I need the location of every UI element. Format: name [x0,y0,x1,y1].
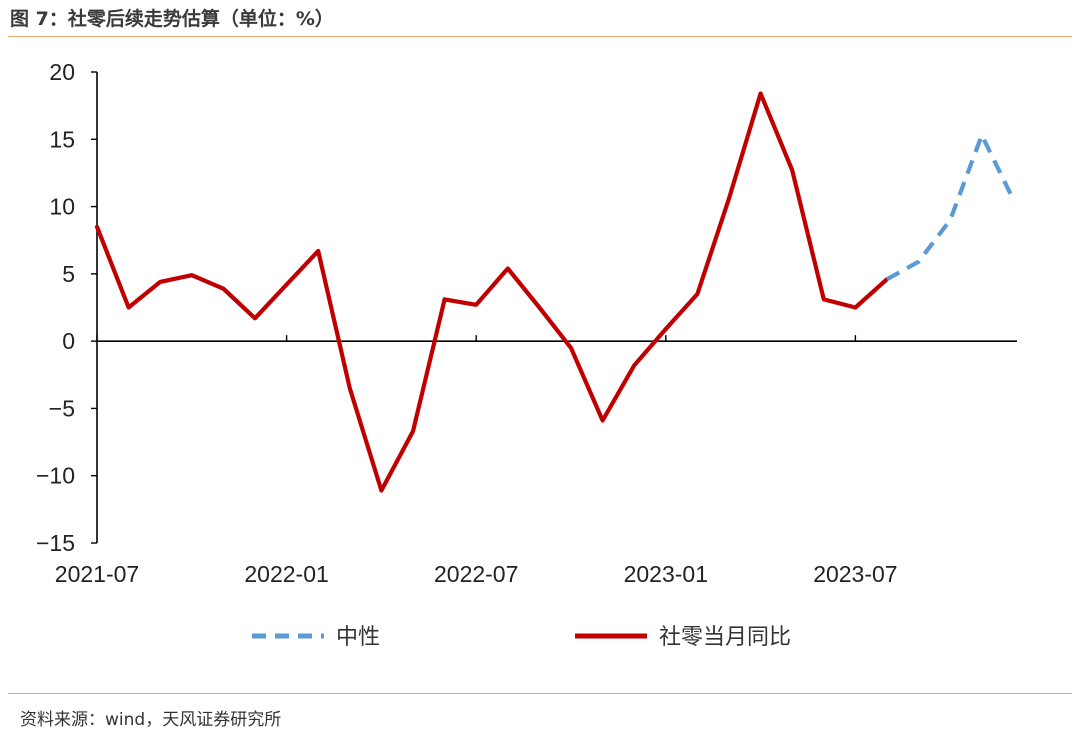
chart-axes [91,71,1017,544]
source-divider [8,693,1072,694]
y-tick-label: −10 [36,463,75,489]
legend-label-retail-yoy: 社零当月同比 [659,625,791,650]
x-tick-label: 2023-01 [624,561,708,587]
y-tick-label: −15 [36,530,75,556]
series-retail-yoy-line [94,91,890,493]
y-tick-labels: −15 −10 −5 0 5 10 15 20 [36,59,75,556]
series-neutral-line [885,133,1016,282]
y-tick-label: −5 [49,395,75,421]
series-lines [94,91,1016,493]
legend-label-neutral: 中性 [336,625,380,650]
x-tick-label: 2021-07 [55,561,139,587]
x-tick-labels: 2021-07 2022-01 2022-07 2023-01 2023-07 [55,561,898,587]
x-tick-label: 2022-07 [434,561,518,587]
y-tick-label: 15 [49,126,75,152]
x-tick-label: 2022-01 [244,561,328,587]
title-divider [8,36,1072,37]
y-tick-label: 5 [62,261,75,287]
legend: 中性 社零当月同比 [252,625,791,650]
figure-title: 图 7：社零后续走势估算（单位：%） [10,8,334,30]
source-note: 资料来源：wind，天风证券研究所 [20,710,282,730]
x-tick-label: 2023-07 [813,561,897,587]
y-tick-label: 0 [62,328,75,354]
y-tick-label: 10 [49,194,75,220]
y-tick-label: 20 [49,59,75,85]
